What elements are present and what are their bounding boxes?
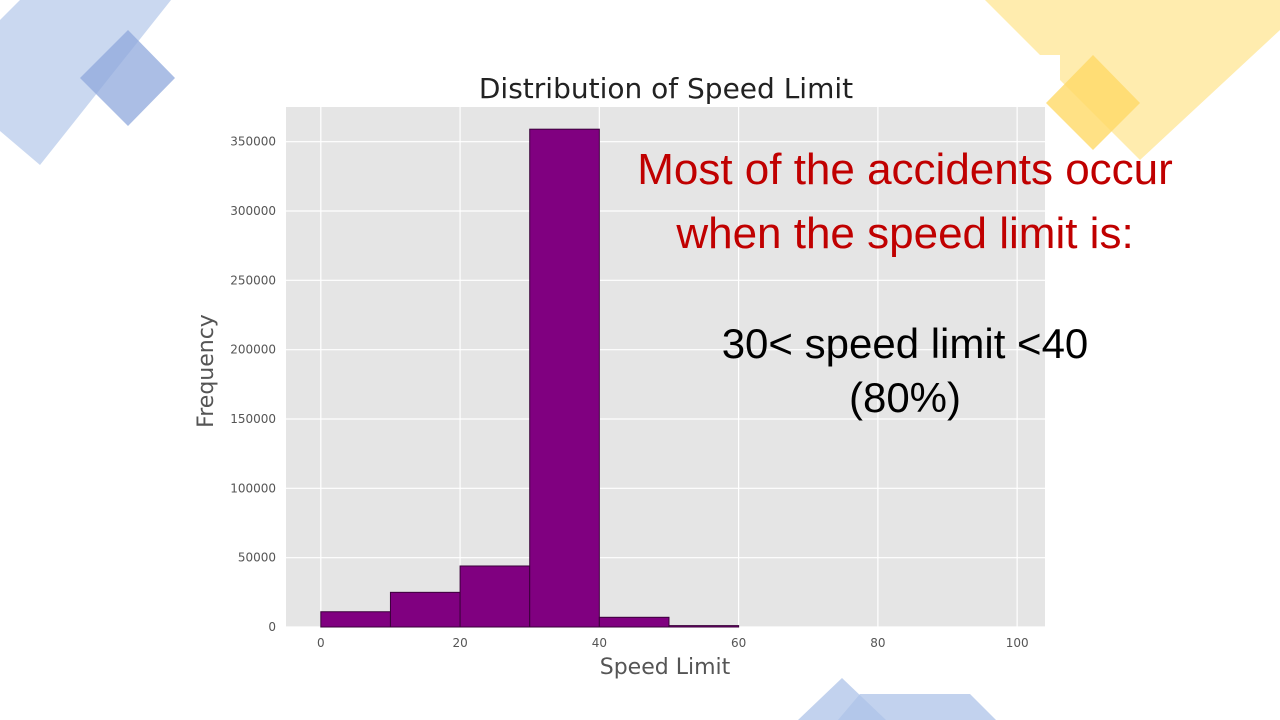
x-tick-label: 0 <box>317 636 325 650</box>
histogram-bar-1 <box>389 591 461 628</box>
y-tick-label: 350000 <box>230 135 276 149</box>
y-axis-label: Frequency <box>194 314 219 428</box>
histogram-bar-3 <box>529 128 600 628</box>
x-tick-label: 100 <box>1006 636 1029 650</box>
callout-text: Most of the accidents occur when the spe… <box>600 138 1210 266</box>
bars <box>320 128 740 628</box>
deco-blue-triangle-bottom-right <box>838 694 996 720</box>
deco-yellow-diamond-small <box>1046 55 1140 150</box>
histogram-bar-0 <box>320 611 391 628</box>
x-tick-label: 60 <box>731 636 746 650</box>
x-axis-label: Speed Limit <box>600 655 731 680</box>
x-tick-label: 80 <box>870 636 885 650</box>
result-range: 30< speed limit <40 <box>721 320 1089 367</box>
y-tick-label: 300000 <box>230 204 276 218</box>
histogram-bar-2 <box>459 565 531 628</box>
y-tick-label: 50000 <box>238 551 276 565</box>
histogram-bar-4 <box>598 616 670 628</box>
result-text: 30< speed limit <40 (80%) <box>600 317 1210 425</box>
deco-yellow-shape-large <box>985 0 1280 160</box>
result-percent: (80%) <box>848 374 962 421</box>
y-tick-label: 100000 <box>230 481 276 495</box>
plot-area <box>286 107 1045 627</box>
chart-title: Distribution of Speed Limit <box>479 72 853 105</box>
y-tick-label: 200000 <box>230 343 276 357</box>
x-tick-label: 40 <box>592 636 607 650</box>
callout-line-2: when the speed limit is: <box>676 209 1134 258</box>
histogram-bar-5 <box>668 625 740 628</box>
deco-blue-diamond-small <box>80 30 175 126</box>
y-tick-label: 0 <box>268 620 276 634</box>
y-tick-label: 250000 <box>230 273 276 287</box>
x-tick-label: 20 <box>452 636 467 650</box>
callout-line-1: Most of the accidents occur <box>637 145 1173 194</box>
tick-labels: 0 50000 100000 150000 200000 250000 300000 3500… <box>230 135 1028 650</box>
y-tick-label: 150000 <box>230 412 276 426</box>
